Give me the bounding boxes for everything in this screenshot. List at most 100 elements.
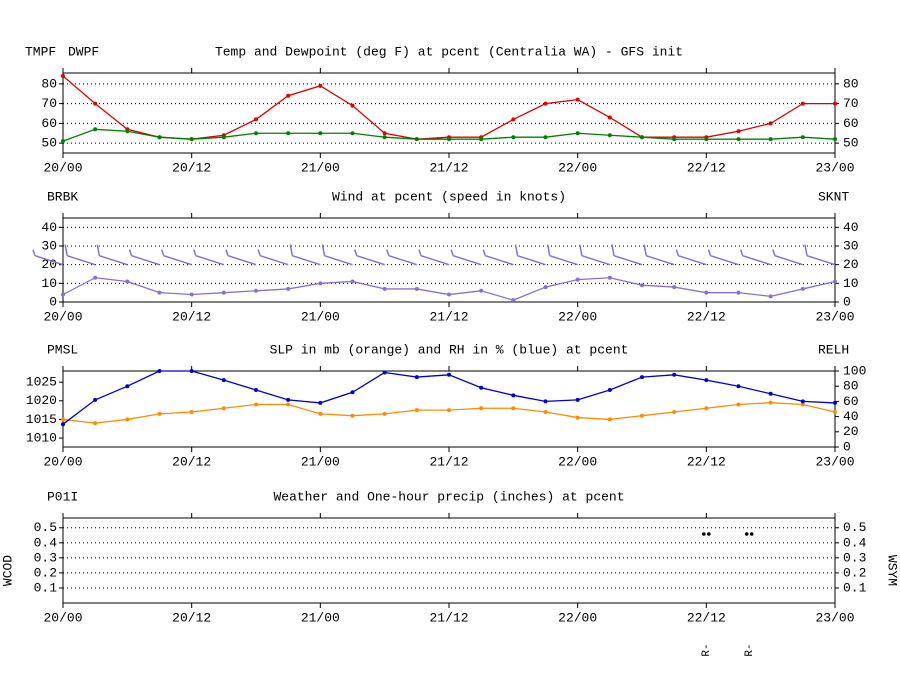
point <box>447 408 451 413</box>
series-label: P01I <box>47 489 78 504</box>
point <box>800 135 805 140</box>
point <box>157 135 162 140</box>
x-tick-label: 21/12 <box>429 610 468 625</box>
weather-symbol <box>707 532 711 536</box>
point <box>189 292 194 297</box>
point <box>414 375 419 380</box>
wind-barb <box>64 244 96 266</box>
point <box>800 399 805 404</box>
point <box>61 417 65 422</box>
wind-barb <box>772 249 804 266</box>
y2-tick-label: 100 <box>843 363 866 378</box>
y2-tick-label: 20 <box>843 257 859 272</box>
y-tick-label: 0.1 <box>34 580 58 595</box>
x-tick-label: 20/00 <box>43 160 82 175</box>
panel-title: SLP in mb (orange) and RH in % (blue) at… <box>270 342 629 357</box>
weather-code: R- <box>744 643 756 656</box>
y2-axis-label: WSYM <box>885 555 900 586</box>
series-label: DWPF <box>68 44 99 59</box>
point <box>93 397 98 402</box>
y2-tick-label: 50 <box>843 136 859 151</box>
point <box>575 397 580 402</box>
point <box>543 135 548 140</box>
point <box>61 73 65 78</box>
x-tick-label: 20/00 <box>43 454 82 469</box>
point <box>640 135 644 140</box>
point <box>736 402 741 407</box>
y2-tick-label: 30 <box>843 238 859 253</box>
point <box>479 406 484 411</box>
point <box>479 385 484 390</box>
point <box>254 388 258 392</box>
point <box>125 279 130 284</box>
wind-barb <box>32 249 64 266</box>
point <box>350 103 355 108</box>
point <box>93 421 98 426</box>
y-tick-label: 20 <box>41 257 57 272</box>
point <box>286 93 291 98</box>
point <box>607 115 612 120</box>
point <box>286 402 291 407</box>
panel-title: Weather and One-hour precip (inches) at … <box>273 489 624 504</box>
point <box>672 409 677 414</box>
wind-barb <box>643 244 675 266</box>
point <box>768 400 773 405</box>
point <box>382 411 387 416</box>
point <box>189 137 194 142</box>
y2-tick-label: 10 <box>843 276 859 291</box>
weather-symbol <box>744 532 749 536</box>
point <box>157 369 162 373</box>
point <box>254 288 258 293</box>
point <box>350 131 355 136</box>
point <box>221 135 226 140</box>
wind-barb <box>418 249 450 266</box>
wind-barb <box>160 249 192 266</box>
point <box>286 286 291 291</box>
wind-barb <box>289 244 321 266</box>
point <box>382 286 387 291</box>
point <box>800 101 805 106</box>
point <box>93 275 98 280</box>
panel-title: Wind at pcent (speed in knots) <box>332 189 566 204</box>
point <box>736 137 741 142</box>
x-tick-label: 22/12 <box>687 454 726 469</box>
point <box>511 135 516 140</box>
y2-tick-label: 0.2 <box>843 565 866 580</box>
y2-tick-label: 80 <box>843 76 859 91</box>
series-label: SKNT <box>818 189 849 204</box>
point <box>511 117 516 122</box>
point <box>286 131 291 136</box>
panel-title: Temp and Dewpoint (deg F) at pcent (Cent… <box>215 44 683 59</box>
point <box>350 390 355 395</box>
point <box>575 277 580 282</box>
point <box>254 131 258 136</box>
point <box>833 137 837 142</box>
point <box>833 400 837 405</box>
y2-tick-label: 80 <box>843 379 859 394</box>
wind-barb <box>386 249 418 266</box>
point <box>768 137 773 142</box>
x-tick-label: 22/00 <box>558 454 597 469</box>
point <box>254 402 258 407</box>
point <box>704 290 709 295</box>
y-tick-label: 70 <box>41 96 57 111</box>
point <box>61 139 65 144</box>
point <box>447 292 451 297</box>
wind-barb <box>353 249 385 266</box>
y-tick-label: 10 <box>41 276 57 291</box>
point <box>254 117 258 122</box>
point <box>414 286 419 291</box>
point <box>543 399 548 404</box>
point <box>93 101 98 106</box>
wind-barb <box>579 244 611 266</box>
point <box>511 406 516 411</box>
x-tick-label: 22/12 <box>687 309 726 324</box>
y-axis-label: WCOD <box>0 555 15 586</box>
point <box>607 388 612 392</box>
wind-barb <box>193 249 225 266</box>
point <box>125 384 130 389</box>
wind-barb <box>225 249 257 266</box>
point <box>221 290 226 295</box>
series-label: BRBK <box>47 189 78 204</box>
point <box>736 129 741 134</box>
